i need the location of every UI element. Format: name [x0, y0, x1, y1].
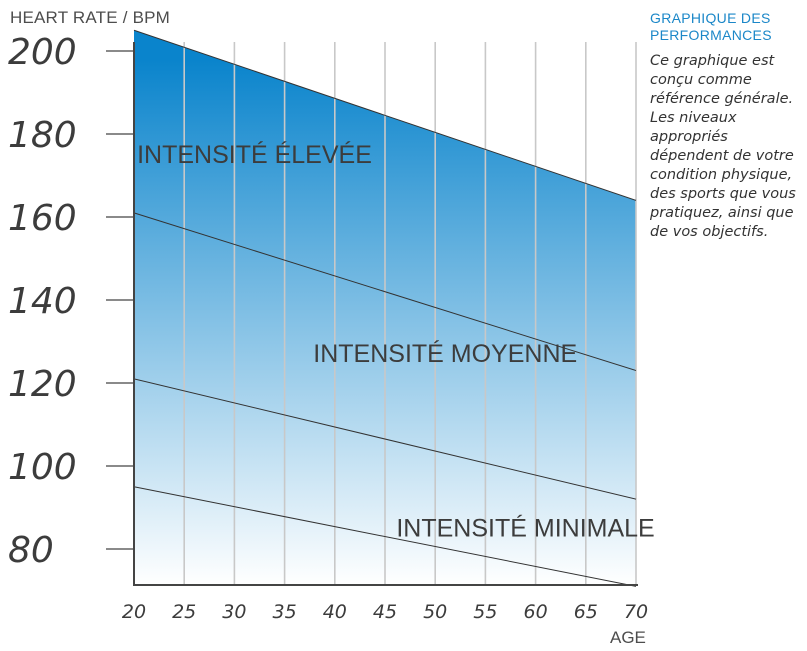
zone-label: INTENSITÉ MOYENNE [313, 339, 577, 368]
x-tick-label: 50 [423, 601, 447, 623]
y-tick-label: 160 [8, 198, 77, 239]
zone-label: INTENSITÉ ÉLEVÉE [137, 140, 372, 169]
y-tick-label: 100 [8, 447, 77, 488]
y-tick-label: 200 [8, 32, 77, 73]
side-panel-text: Ce graphique est conçu comme référence g… [650, 53, 796, 240]
y-tick-labels: 80 100 120 140 160 180 200 [8, 32, 77, 571]
zone-boundary-lines [133, 29, 637, 587]
zone-boundary-line [133, 486, 637, 587]
x-tick-label: 60 [524, 601, 548, 623]
y-axis-label: HEART RATE / BPM [10, 8, 171, 27]
vertical-gridlines [183, 42, 637, 585]
x-tick-labels: 20 25 30 35 40 45 50 55 60 65 70 [122, 601, 648, 623]
x-tick-label: 20 [122, 601, 146, 623]
y-tick-label: 180 [8, 115, 77, 156]
zone-boundary-line [133, 29, 637, 201]
x-tick-label: 30 [222, 601, 246, 623]
x-tick-label: 35 [273, 601, 297, 623]
x-tick-label: 55 [473, 601, 497, 623]
side-panel: GRAPHIQUE DES PERFORMANCES Ce graphique … [650, 10, 807, 242]
x-axis-label: AGE [610, 628, 646, 647]
x-tick-label: 45 [373, 601, 397, 623]
x-tick-label: 65 [574, 601, 598, 623]
x-tick-label: 40 [323, 601, 347, 623]
axes [106, 42, 638, 586]
x-tick-label: 25 [172, 601, 196, 623]
zone-labels: INTENSITÉ ÉLEVÉE INTENSITÉ MOYENNE INTENSI… [137, 140, 655, 543]
side-panel-title: GRAPHIQUE DES PERFORMANCES [650, 10, 772, 43]
zone-boundary-line [133, 378, 637, 500]
y-tick-label: 120 [8, 364, 77, 405]
y-tick-label: 140 [8, 281, 77, 322]
y-tick-label: 80 [8, 530, 54, 571]
zone-label: INTENSITÉ MINIMALE [396, 513, 654, 542]
zone-boundary-line [133, 212, 637, 372]
x-tick-label: 70 [624, 601, 648, 623]
